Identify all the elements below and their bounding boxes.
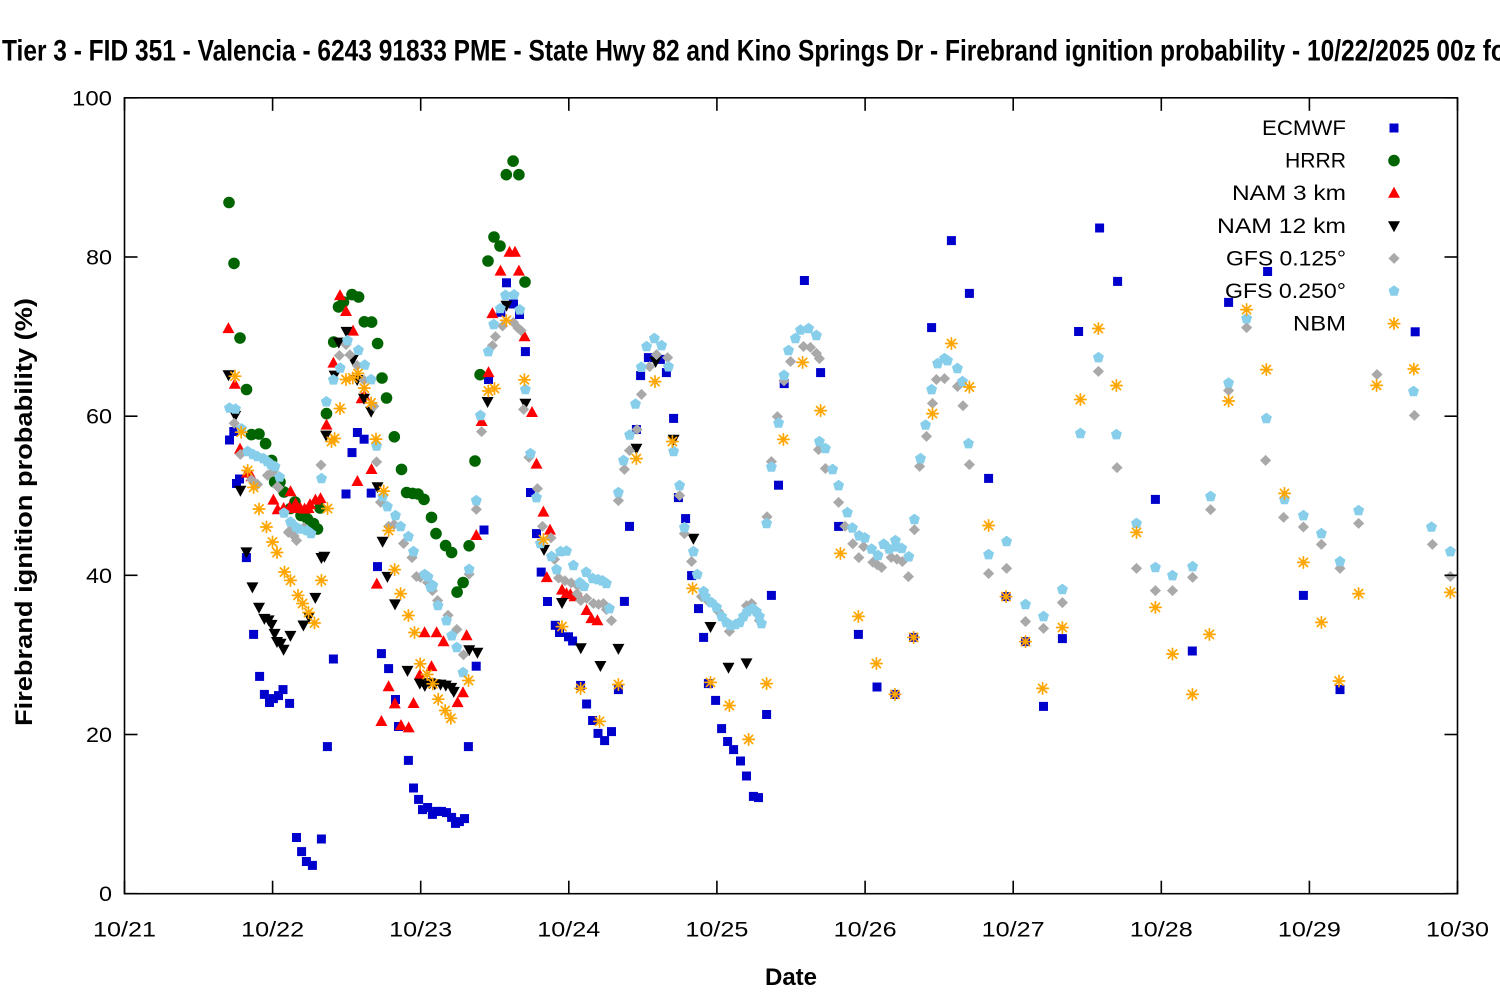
svg-text:10/28: 10/28 — [1130, 919, 1193, 942]
svg-text:10/27: 10/27 — [982, 919, 1045, 942]
svg-text:40: 40 — [86, 565, 112, 588]
svg-text:10/25: 10/25 — [685, 919, 748, 942]
svg-text:Tier 3 - FID 351 - Valencia -: Tier 3 - FID 351 - Valencia - 6243 91833… — [2, 35, 1500, 68]
svg-text:10/22: 10/22 — [241, 919, 304, 942]
svg-text:80: 80 — [86, 247, 112, 270]
svg-text:NAM 3 km: NAM 3 km — [1232, 182, 1346, 205]
svg-text:20: 20 — [86, 724, 112, 747]
svg-text:10/23: 10/23 — [389, 919, 452, 942]
svg-text:10/30: 10/30 — [1426, 919, 1489, 942]
svg-text:Firebrand ignition probability: Firebrand ignition probability (%) — [11, 298, 38, 726]
svg-text:Date: Date — [765, 964, 817, 991]
svg-text:GFS 0.125°: GFS 0.125° — [1226, 247, 1346, 270]
svg-text:0: 0 — [99, 883, 112, 906]
svg-text:10/26: 10/26 — [834, 919, 897, 942]
svg-text:HRRR: HRRR — [1285, 150, 1346, 173]
svg-text:NBM: NBM — [1293, 313, 1346, 336]
svg-text:100: 100 — [72, 87, 112, 110]
svg-text:NAM 12 km: NAM 12 km — [1217, 215, 1346, 238]
svg-text:GFS 0.250°: GFS 0.250° — [1225, 280, 1346, 303]
svg-text:10/24: 10/24 — [537, 919, 600, 942]
svg-text:10/29: 10/29 — [1278, 919, 1341, 942]
svg-text:60: 60 — [86, 406, 112, 429]
svg-text:10/21: 10/21 — [93, 919, 156, 942]
svg-text:ECMWF: ECMWF — [1262, 117, 1346, 140]
